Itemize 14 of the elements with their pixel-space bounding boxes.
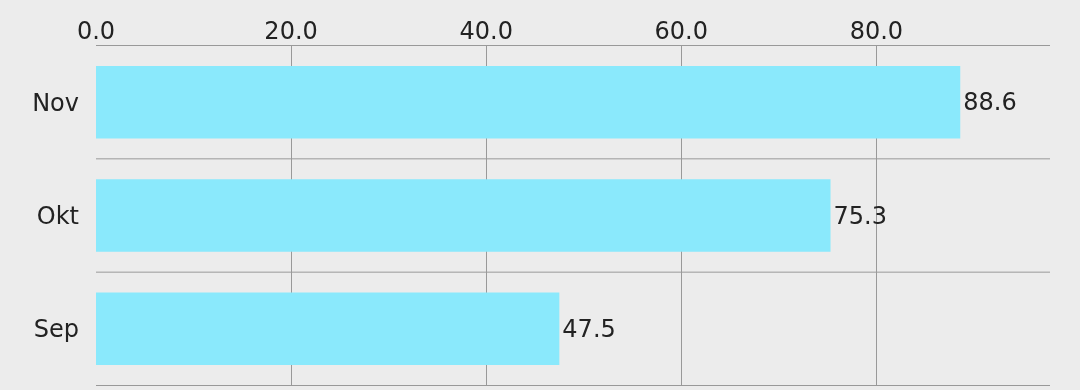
x-tick-label: 40.0 [459,17,513,46]
data-label: 75.3 [833,201,887,230]
x-tick-label: 0.0 [76,17,116,46]
x-tick-label: 80.0 [849,17,904,46]
y-tick-label: Okt [36,201,79,230]
data-label: 47.5 [562,314,616,343]
data-label: 88.6 [963,88,1017,117]
bar [96,65,961,139]
y-tick-label: Sep [33,315,79,344]
x-tick-label: 20.0 [264,17,318,46]
y-tick-label: Nov [32,88,79,117]
bar [96,179,831,252]
x-tick-label: 60.0 [654,17,708,46]
bar [96,292,560,366]
